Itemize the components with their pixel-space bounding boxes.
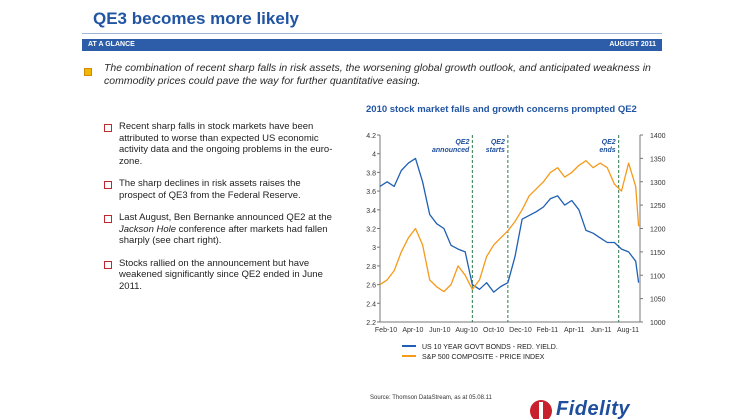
- y-left-tick-label: 3: [372, 245, 376, 252]
- legend-label: S&P 500 COMPOSITE - PRICE INDEX: [422, 354, 545, 361]
- y-right-tick-label: 1400: [650, 133, 666, 140]
- y-right-tick-label: 1150: [650, 250, 665, 257]
- x-tick-label: Aug-10: [455, 327, 478, 334]
- y-left-tick-label: 4.2: [366, 133, 376, 140]
- bullet-text-post: conference after markets had fallen shar…: [119, 223, 328, 247]
- intro-bullet-icon: [84, 68, 92, 76]
- y-right-tick-label: 1100: [650, 273, 665, 280]
- square-bullet-icon: [104, 260, 112, 269]
- y-left-tick-label: 2.8: [366, 264, 376, 271]
- fidelity-logo: Fidelity: [530, 398, 690, 419]
- page-title: QE3 becomes more likely: [93, 9, 299, 28]
- chart-title: 2010 stock market falls and growth conce…: [366, 104, 637, 115]
- y-right-tick-label: 1250: [650, 203, 666, 210]
- square-bullet-icon: [104, 124, 112, 132]
- bullet-item: Recent sharp falls in stock markets have…: [104, 121, 339, 167]
- y-left-tick-label: 3.4: [366, 208, 376, 215]
- bond-yield-line: [379, 157, 640, 293]
- date-label: AUGUST 2011: [609, 41, 656, 48]
- y-left-tick-label: 3.8: [366, 170, 376, 177]
- bullet-item: Stocks rallied on the announcement but h…: [104, 258, 339, 293]
- bullet-item: The sharp declines in risk assets raises…: [104, 178, 339, 201]
- logo-wordmark: Fidelity: [556, 398, 631, 419]
- bullet-text-emphasis: Jackson Hole: [119, 223, 177, 235]
- annotation-label: ends: [599, 147, 615, 154]
- line-chart: 2.2 2.4 2.6 2.8 3 3.2 3.4 3.6 3.8 4 4.2 1000 1050 110…: [366, 133, 666, 361]
- square-bullet-icon: [104, 181, 112, 189]
- y-right-tick-label: 1200: [650, 227, 666, 234]
- bullet-text: The sharp declines in risk assets raises…: [119, 178, 301, 201]
- square-bullet-icon: [104, 215, 112, 223]
- source-note: Source: Thomson DataStream, as at 05.08.…: [370, 395, 492, 401]
- annotation-label: announced: [432, 147, 470, 154]
- bullet-text-pre: Last August, Ben Bernanke announced QE2 …: [119, 212, 332, 223]
- x-tick-label: Apr-10: [402, 327, 423, 334]
- annotation-label: starts: [486, 147, 505, 154]
- x-tick-label: Jun-11: [591, 327, 612, 334]
- annotation-label: QE2: [491, 139, 505, 146]
- intro-text: The combination of recent sharp falls in…: [104, 62, 651, 87]
- legend-label: US 10 YEAR GOVT BONDS - RED. YIELD.: [422, 344, 558, 351]
- y-right-tick-label: 1300: [650, 180, 666, 187]
- x-tick-label: Feb-11: [536, 327, 558, 334]
- y-left-tick-label: 3.2: [366, 227, 376, 234]
- y-right-tick-label: 1050: [650, 297, 666, 304]
- x-tick-label: Aug-11: [617, 327, 639, 334]
- at-a-glance-label: AT A GLANCE: [88, 41, 135, 48]
- y-left-tick-label: 4: [372, 152, 376, 159]
- sp500-line: [379, 160, 640, 293]
- logo-mark-icon: [530, 400, 552, 419]
- y-left-tick-label: 2.4: [366, 301, 376, 308]
- bullet-text: Recent sharp falls in stock markets have…: [119, 121, 333, 167]
- y-left-tick-label: 2.6: [366, 283, 376, 290]
- x-tick-label: Jun-10: [429, 327, 451, 334]
- header-band: AT A GLANCE AUGUST 2011: [82, 39, 662, 51]
- x-tick-label: Apr-11: [564, 327, 585, 334]
- x-tick-label: Oct-10: [483, 327, 504, 334]
- y-right-tick-label: 1350: [650, 156, 666, 163]
- annotation-label: QE2: [455, 139, 469, 146]
- x-tick-label: Dec-10: [509, 327, 532, 334]
- bullet-text: Stocks rallied on the announcement but h…: [119, 257, 323, 292]
- y-right-tick-label: 1000: [650, 320, 666, 327]
- x-tick-label: Feb-10: [375, 327, 397, 334]
- bullet-list: Recent sharp falls in stock markets have…: [104, 121, 339, 303]
- y-left-tick-label: 3.6: [366, 189, 376, 196]
- title-divider: [82, 33, 662, 34]
- bullet-item: Last August, Ben Bernanke announced QE2 …: [104, 212, 339, 247]
- y-left-tick-label: 2.2: [366, 320, 376, 327]
- annotation-label: QE2: [602, 139, 616, 146]
